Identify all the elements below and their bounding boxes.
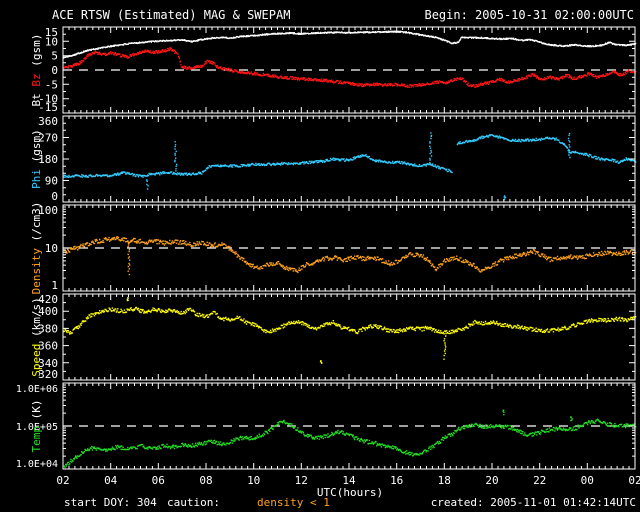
y-tick-label: 270: [38, 132, 58, 145]
y-tick-label: 360: [38, 115, 58, 128]
y-tick-label: 100: [38, 204, 58, 217]
x-tick-label: 18: [438, 474, 451, 487]
series-temp: [63, 409, 637, 469]
y-tick-label: 90: [45, 175, 58, 188]
x-tick-label: 12: [295, 474, 308, 487]
plot-title: ACE RTSW (Estimated) MAG & SWEPAM: [52, 8, 291, 22]
axes-frame: [62, 26, 636, 470]
y-tick-label: 380: [38, 322, 58, 335]
x-tick-label: 00: [581, 474, 594, 487]
y-axis-label-bt-bz: Bt Bz (gsm): [30, 34, 43, 107]
caution-value: density < 1: [257, 496, 330, 509]
x-axis-title: UTC(hours): [316, 486, 384, 499]
series-bt: [63, 30, 637, 59]
y-tick-label: 1.0E+04: [16, 459, 58, 470]
y-tick-label: 1: [51, 279, 58, 292]
y-tick-label: -5: [45, 78, 58, 91]
x-tick-label: 02: [56, 474, 69, 487]
panel-temp: 1.0E+06 1.0E+05 1.0E+04 Temp (K): [16, 384, 637, 470]
y-tick-label: 0: [51, 190, 58, 203]
y-axis-label-density: Density (/cm3): [30, 202, 43, 295]
y-tick-label: -10: [38, 93, 58, 106]
y-axis-label-speed: Speed (km/s): [30, 297, 43, 377]
x-tick-label: 16: [390, 474, 403, 487]
x-tick-label: 14: [342, 474, 356, 487]
x-tick-label: 08: [199, 474, 212, 487]
x-tick-label: 22: [533, 474, 546, 487]
y-tick-label: 0: [51, 64, 58, 77]
y-tick-label: 1.0E+05: [16, 422, 58, 433]
start-doy-label: start DOY: 304: [64, 496, 157, 509]
y-axis-label-phi: Phi (gsm): [30, 129, 43, 189]
created-timestamp: created: 2005-11-01 01:42:14UTC: [430, 496, 636, 509]
panel-density: 100 10 1 Density (/cm3): [30, 202, 637, 295]
y-tick-label: 5: [51, 50, 58, 63]
x-tick-label: 02: [628, 474, 640, 487]
x-axis-tick-labels: 02 04 06 08 10 12 14 16 18 20 22 00 02: [56, 474, 640, 487]
x-tick-label: 10: [247, 474, 260, 487]
series-speed: [63, 296, 637, 364]
y-tick-label: 1.0E+06: [16, 384, 58, 395]
x-tick-label: 06: [152, 474, 165, 487]
series-phi: [63, 132, 637, 201]
y-tick-label: -15: [38, 101, 58, 114]
panel-phi: 360 270 180 90 0 Phi (gsm): [30, 115, 637, 203]
y-tick-label: 340: [38, 357, 58, 370]
y-tick-label: 10: [45, 242, 58, 255]
y-tick-label: 420: [38, 293, 58, 306]
series-bz: [63, 47, 637, 88]
caution-label: caution:: [167, 496, 220, 509]
y-tick-label: 360: [38, 340, 58, 353]
begin-timestamp: Begin: 2005-10-31 02:00:00UTC: [424, 8, 634, 22]
y-tick-label: 400: [38, 305, 58, 318]
y-tick-label: 180: [38, 153, 58, 166]
y-tick-label: 320: [38, 368, 58, 381]
y-tick-label: 15: [45, 26, 58, 39]
x-tick-label: 20: [485, 474, 498, 487]
x-tick-label: 04: [104, 474, 118, 487]
y-axis-label-temp: Temp (K): [30, 400, 43, 453]
series-density: [63, 236, 637, 276]
y-tick-label: 10: [45, 35, 58, 48]
